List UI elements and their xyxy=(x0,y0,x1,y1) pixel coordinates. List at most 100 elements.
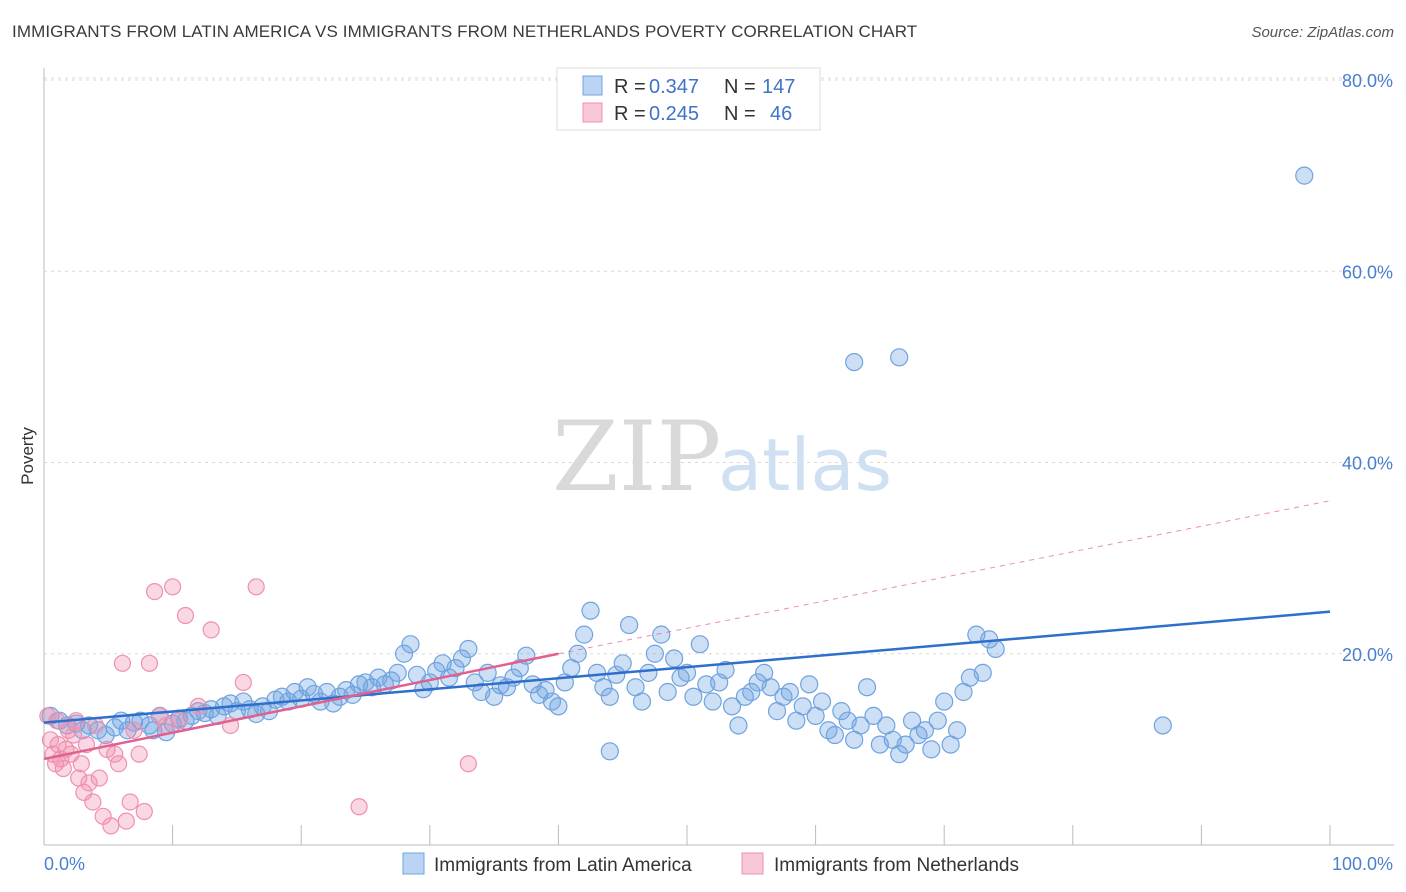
x-tick-label: 100.0% xyxy=(1332,854,1393,874)
point-latin-america xyxy=(401,635,420,654)
y-tick-label: 40.0% xyxy=(1342,454,1393,474)
point-netherlands xyxy=(72,755,90,773)
series-label-latin-america: Immigrants from Latin America xyxy=(434,855,692,876)
point-latin-america xyxy=(575,625,594,644)
point-latin-america xyxy=(1153,716,1172,735)
point-latin-america xyxy=(722,697,742,716)
point-latin-america xyxy=(388,663,407,682)
point-netherlands xyxy=(247,578,265,596)
point-latin-america xyxy=(986,639,1005,659)
correlation-legend: R = 0.347 N = 147 R = 0.245 N = 46 xyxy=(556,67,821,131)
point-latin-america xyxy=(549,697,568,716)
point-netherlands xyxy=(140,654,159,672)
point-latin-america xyxy=(935,692,954,711)
point-netherlands xyxy=(39,707,57,725)
x-tick-label: 0.0% xyxy=(44,854,85,874)
point-latin-america xyxy=(639,663,658,682)
point-netherlands xyxy=(121,793,139,811)
point-netherlands xyxy=(164,578,182,596)
grid-lines xyxy=(44,77,1394,655)
point-latin-america xyxy=(690,635,709,654)
point-latin-america xyxy=(568,644,587,663)
watermark-atlas: atlas xyxy=(718,423,892,507)
point-netherlands xyxy=(176,606,195,625)
point-latin-america xyxy=(857,678,877,697)
point-netherlands xyxy=(234,673,252,692)
point-netherlands xyxy=(113,654,132,672)
point-latin-america xyxy=(915,721,935,740)
point-latin-america xyxy=(703,692,722,711)
point-netherlands xyxy=(117,812,135,830)
legend-n-label: N = xyxy=(724,76,756,98)
legend-swatch-blue xyxy=(582,75,603,96)
point-latin-america xyxy=(131,711,150,730)
point-latin-america xyxy=(459,639,478,659)
point-latin-america xyxy=(600,742,619,761)
point-latin-america xyxy=(890,348,909,367)
legend-r-label: R = xyxy=(614,103,646,125)
series-swatch-pink xyxy=(741,852,764,875)
point-netherlands xyxy=(106,745,124,763)
point-netherlands xyxy=(202,621,220,639)
point-netherlands xyxy=(350,798,368,816)
axes xyxy=(43,68,1394,846)
y-axis-label: Poverty xyxy=(18,427,37,485)
point-latin-america xyxy=(485,687,504,706)
series-label-netherlands: Immigrants from Netherlands xyxy=(774,855,1019,876)
legend-r-value: 0.245 xyxy=(649,103,699,125)
point-netherlands xyxy=(90,769,108,787)
point-latin-america xyxy=(594,678,613,697)
point-latin-america xyxy=(658,682,677,702)
y-tick-label: 80.0% xyxy=(1342,71,1393,91)
point-latin-america xyxy=(665,649,684,668)
point-latin-america xyxy=(600,687,619,706)
point-latin-america xyxy=(832,702,851,721)
point-latin-america xyxy=(536,680,555,700)
point-latin-america xyxy=(632,692,652,711)
point-latin-america xyxy=(922,740,941,759)
point-netherlands xyxy=(189,697,207,715)
point-latin-america xyxy=(620,615,639,635)
point-netherlands xyxy=(170,712,188,730)
point-netherlands xyxy=(135,802,153,821)
point-netherlands xyxy=(145,582,164,601)
series-swatch-blue xyxy=(402,852,425,875)
chart-title: IMMIGRANTS FROM LATIN AMERICA VS IMMIGRA… xyxy=(12,22,918,41)
point-latin-america xyxy=(79,716,99,735)
point-latin-america xyxy=(1295,166,1314,185)
point-netherlands xyxy=(130,745,148,763)
point-latin-america xyxy=(652,625,671,644)
trend-line-netherlands xyxy=(43,652,559,761)
point-latin-america xyxy=(973,663,992,682)
series-legend: Immigrants from Latin America Immigrants… xyxy=(402,852,1019,876)
point-latin-america xyxy=(684,687,703,706)
point-latin-america xyxy=(800,675,819,694)
legend-n-label: N = xyxy=(724,103,756,125)
point-netherlands xyxy=(80,774,98,792)
point-netherlands xyxy=(102,817,120,835)
point-latin-america xyxy=(742,682,761,702)
point-latin-america xyxy=(761,678,780,697)
point-netherlands xyxy=(84,793,102,811)
point-netherlands xyxy=(125,721,143,739)
legend-swatch-pink xyxy=(582,102,603,123)
point-latin-america xyxy=(890,745,909,764)
point-netherlands xyxy=(54,759,72,778)
point-latin-america xyxy=(851,716,870,735)
point-latin-america xyxy=(298,678,317,697)
point-latin-america xyxy=(928,711,947,730)
trend-extension-netherlands xyxy=(558,500,1331,655)
point-netherlands xyxy=(64,726,83,744)
y-tick-label: 20.0% xyxy=(1342,645,1393,665)
point-latin-america xyxy=(581,601,600,620)
point-latin-america xyxy=(729,716,748,735)
point-latin-america xyxy=(394,644,414,663)
y-axis-tick-labels: 20.0% 40.0% 60.0% 80.0% xyxy=(1342,71,1393,665)
point-latin-america xyxy=(645,644,664,663)
trend-lines xyxy=(43,500,1331,761)
legend-r-label: R = xyxy=(614,76,646,98)
point-latin-america xyxy=(716,660,735,680)
point-latin-america xyxy=(780,682,799,702)
point-latin-america xyxy=(812,692,832,711)
